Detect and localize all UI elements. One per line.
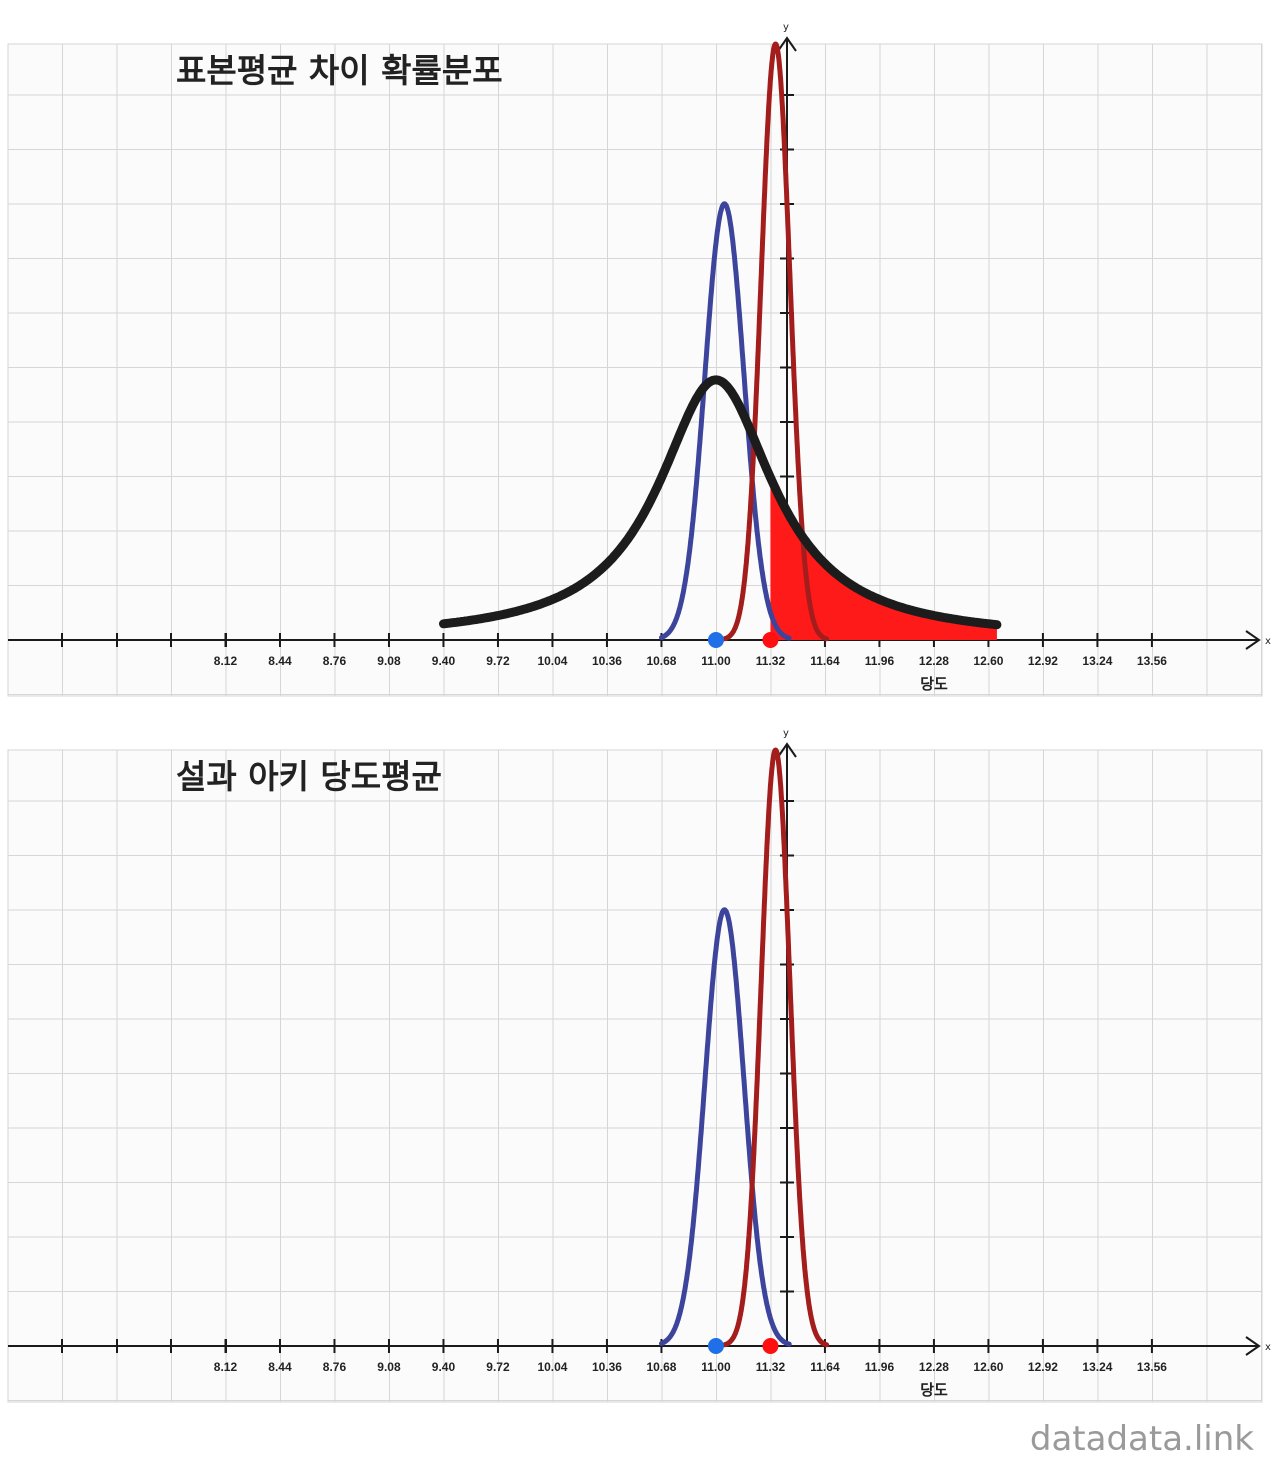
x-tick-label: 9.08 xyxy=(377,654,401,668)
x-axis-arrow xyxy=(1245,1336,1261,1356)
x-tick-label: 12.60 xyxy=(973,1360,1003,1374)
grid xyxy=(7,750,1262,1402)
x-tick-label: 9.40 xyxy=(432,1360,456,1374)
x-tick-label: 12.28 xyxy=(919,654,949,668)
x-tick-label: 12.92 xyxy=(1028,654,1058,668)
chart-sample-mean-difference: 표본평균 차이 확률분포 x 8.12 8.44 8.76 9.08 9.40 9.72 10.… xyxy=(7,22,1271,697)
x-tick-label: 11.96 xyxy=(865,654,895,668)
plot-panel xyxy=(7,749,1263,1403)
point-red xyxy=(762,632,779,648)
x-tick-label: 8.76 xyxy=(323,654,347,668)
y-axis-letter: y xyxy=(783,728,789,739)
x-tick-label: 10.68 xyxy=(646,654,676,668)
x-axis-letter: x xyxy=(1265,636,1271,647)
x-tick-label: 13.56 xyxy=(1137,1360,1167,1374)
chart-seol-aki-mean: 설과 아키 당도평균 x 8.12 8.44 8.76 9.08 9.40 9.72 10.04… xyxy=(7,728,1271,1403)
x-tick-label: 11.64 xyxy=(810,654,840,668)
x-tick-label: 10.68 xyxy=(646,1360,676,1374)
x-tick-label: 10.04 xyxy=(537,654,567,668)
x-tick-label: 8.44 xyxy=(268,654,292,668)
x-tick-label: 11.64 xyxy=(810,1360,840,1374)
y-axis-letter: y xyxy=(783,22,789,33)
x-tick-label: 13.56 xyxy=(1137,654,1167,668)
x-tick-label: 11.00 xyxy=(701,654,731,668)
y-axis-arrow xyxy=(777,742,797,758)
x-tick-label: 8.76 xyxy=(323,1360,347,1374)
point-blue xyxy=(707,1338,724,1354)
x-tick-label: 9.72 xyxy=(486,654,510,668)
x-tick-label: 10.36 xyxy=(592,654,622,668)
x-tick-label: 10.36 xyxy=(592,1360,622,1374)
series-line-blue xyxy=(659,907,792,1347)
x-tick-label: 11.32 xyxy=(756,1360,786,1374)
watermark-text: datadata.link xyxy=(1030,1419,1254,1459)
series-line-red xyxy=(722,747,830,1348)
x-tick-label: 12.60 xyxy=(973,654,1003,668)
y-axis-arrow xyxy=(777,36,797,52)
point-blue xyxy=(707,632,724,648)
series-line-red xyxy=(722,41,830,642)
series-line-blue xyxy=(659,201,792,641)
x-axis-letter: x xyxy=(1265,1342,1271,1353)
chart-title: 표본평균 차이 확률분포 xyxy=(176,51,503,90)
plot-panel xyxy=(7,43,1263,697)
x-tick-label: 12.92 xyxy=(1028,1360,1058,1374)
x-tick-label: 10.04 xyxy=(537,1360,567,1374)
x-tick-label: 9.40 xyxy=(432,654,456,668)
point-red xyxy=(762,1338,779,1354)
x-tick-label: 11.00 xyxy=(701,1360,731,1374)
x-tick-label: 13.24 xyxy=(1082,1360,1112,1374)
x-tick-label: 9.72 xyxy=(486,1360,510,1374)
x-tick-label: 11.32 xyxy=(756,654,786,668)
x-axis-title: 당도 xyxy=(920,1381,948,1399)
x-tick-label: 13.24 xyxy=(1082,654,1112,668)
x-tick-label: 11.96 xyxy=(865,1360,895,1374)
x-axis-arrow xyxy=(1245,630,1261,650)
x-tick-label: 8.12 xyxy=(214,1360,238,1374)
x-tick-label: 8.44 xyxy=(268,1360,292,1374)
chart-title: 설과 아키 당도평균 xyxy=(176,757,442,796)
series-line-difference xyxy=(439,375,1002,630)
shaded-tail-area xyxy=(770,477,997,640)
x-tick-label: 8.12 xyxy=(214,654,238,668)
x-tick-label: 9.08 xyxy=(377,1360,401,1374)
x-axis-title: 당도 xyxy=(920,675,948,693)
x-tick-label: 12.28 xyxy=(919,1360,949,1374)
